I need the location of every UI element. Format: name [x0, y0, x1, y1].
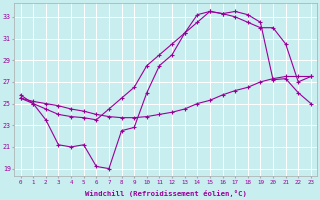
X-axis label: Windchill (Refroidissement éolien,°C): Windchill (Refroidissement éolien,°C)	[85, 190, 247, 197]
